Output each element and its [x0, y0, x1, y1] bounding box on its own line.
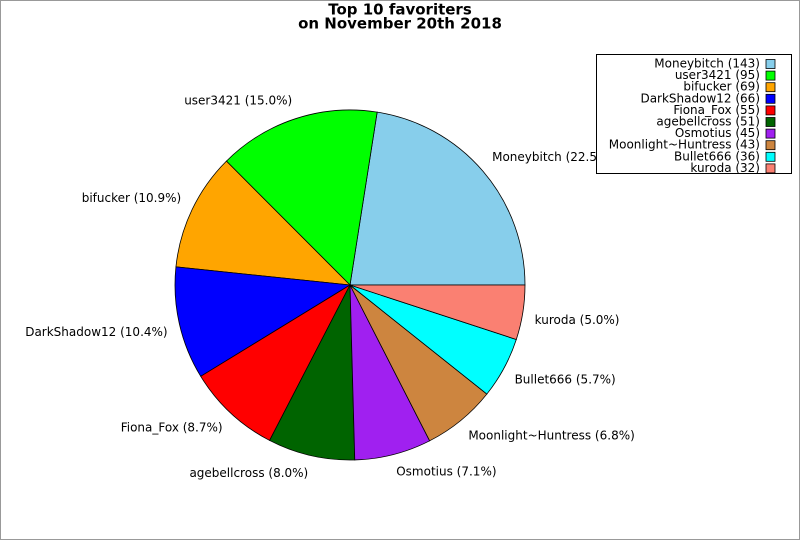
- legend-swatch: [765, 140, 776, 151]
- legend-swatch: [765, 105, 776, 116]
- slice-label: Bullet666 (5.7%): [515, 372, 616, 386]
- legend-label: user3421 (95): [675, 68, 760, 82]
- legend-label: kuroda (32): [690, 161, 760, 175]
- pie-slice: [200, 283, 352, 441]
- legend-swatch: [765, 151, 776, 162]
- slice-label: user3421 (15.0%): [184, 94, 292, 108]
- pie-slice: [225, 109, 378, 286]
- pie-slice: [269, 284, 356, 461]
- legend-label: DarkShadow12 (66): [640, 91, 760, 105]
- legend-swatch: [765, 82, 776, 93]
- legend-label: bifucker (69): [683, 80, 760, 94]
- pie-slice: [175, 160, 352, 286]
- legend-label: Moneybitch (143): [654, 57, 760, 71]
- legend-label: Fiona_Fox (55): [673, 103, 760, 117]
- legend-label: Bullet666 (36): [674, 149, 760, 163]
- legend-swatch: [765, 59, 776, 69]
- legend-swatch: [765, 128, 776, 139]
- legend-swatch: [765, 93, 776, 104]
- slice-label: Moonlight~Huntress (6.8%): [468, 428, 634, 442]
- pie-slice: [349, 284, 526, 340]
- legend-label: Osmotius (45): [675, 126, 760, 140]
- legend-label: Moonlight~Huntress (43): [609, 138, 760, 152]
- slice-label: DarkShadow12 (10.4%): [25, 325, 167, 339]
- pie-slice: [174, 266, 352, 377]
- chart-title: Top 10 favoriters: [328, 1, 472, 19]
- legend-swatch: [765, 117, 776, 127]
- legend-swatch: [765, 70, 776, 81]
- legend-swatch: [765, 163, 776, 174]
- legend-label: agebellcross (51): [656, 115, 760, 129]
- slice-label: Moneybitch (22.5%): [492, 150, 613, 164]
- slice-label: Fiona_Fox (8.7%): [121, 420, 223, 434]
- slice-label: Osmotius (7.1%): [396, 465, 496, 479]
- legend-box: [596, 54, 792, 174]
- pie-slice: [349, 111, 526, 286]
- slice-label: agebellcross (8.0%): [189, 466, 308, 480]
- slice-label: kuroda (5.0%): [535, 313, 620, 327]
- chart-subtitle: on November 20th 2018: [298, 15, 502, 33]
- slice-label: bifucker (10.9%): [82, 191, 182, 205]
